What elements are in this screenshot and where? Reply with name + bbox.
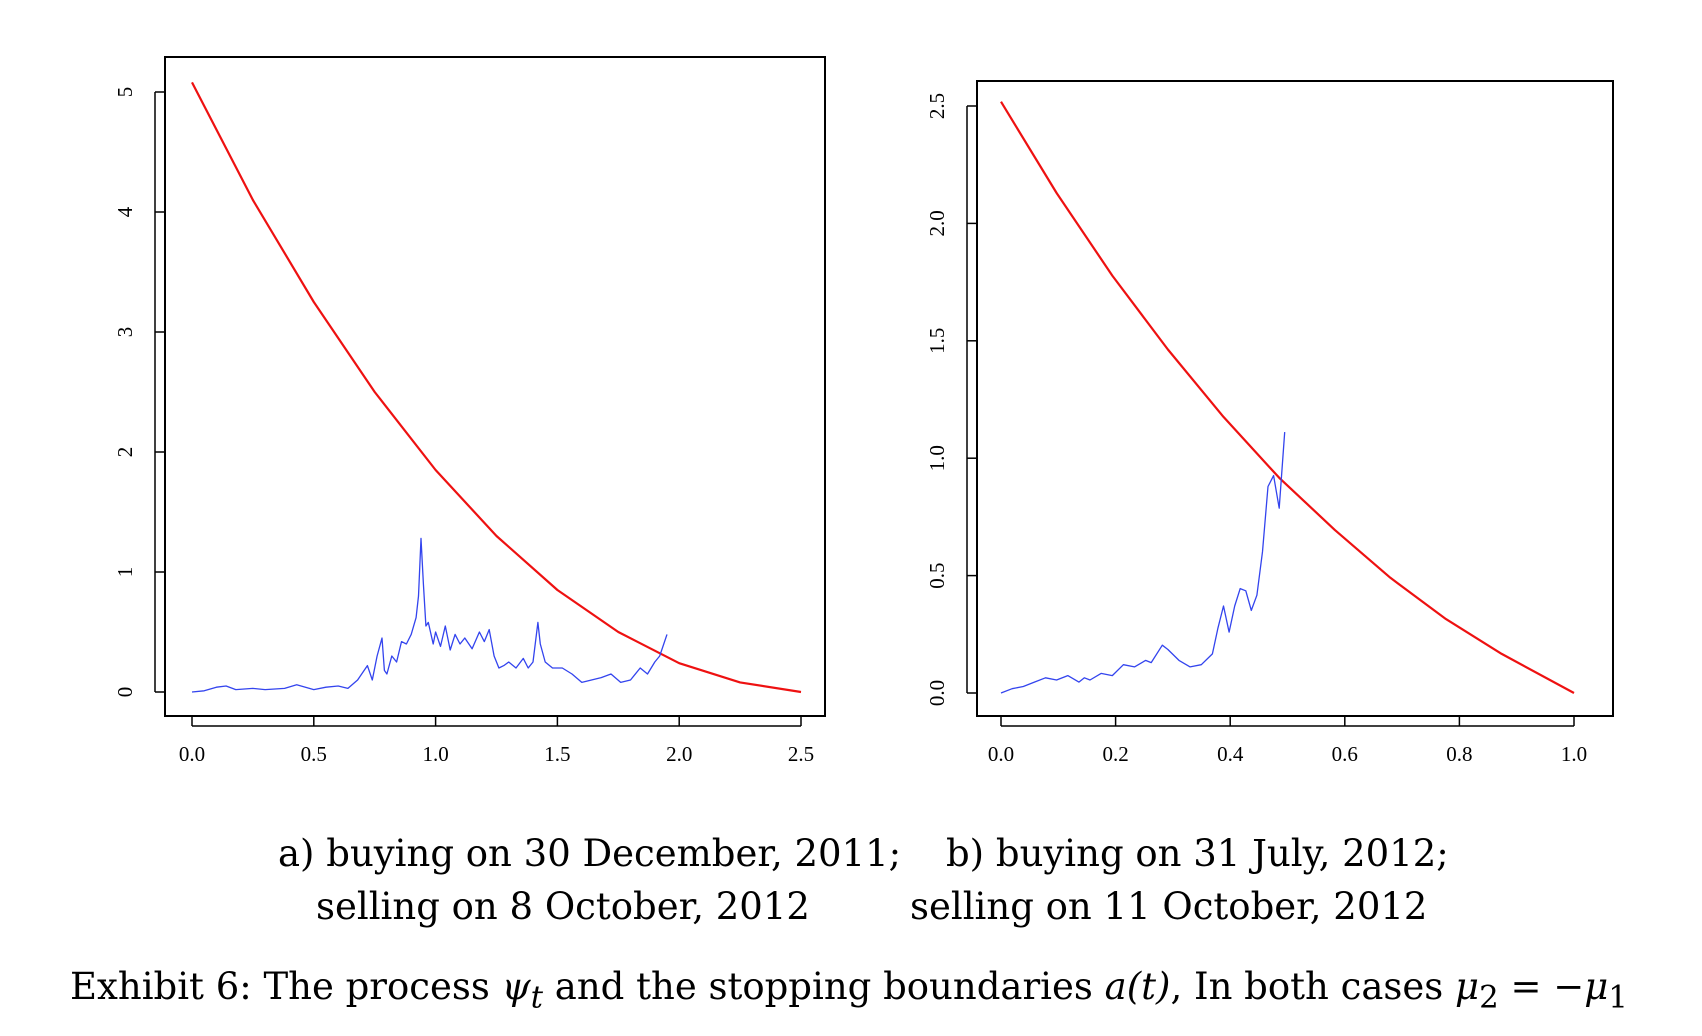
x-tick-label: 0.6 [1332, 742, 1358, 766]
y-tick-label: 0 [113, 687, 137, 698]
y-tick-label: 2.5 [925, 93, 949, 119]
x-tick-label: 1.5 [544, 742, 570, 766]
exhibit-psi: ψ [501, 965, 531, 1008]
x-tick-label: 0.4 [1217, 742, 1244, 766]
chart-b: 0.0 0.2 0.4 0.6 0.8 1.0 0.0 0.5 1.0 1.5 2.0 2.5 [925, 80, 1614, 766]
caption-a-line2: selling on 8 October, 2012 [316, 885, 810, 928]
process-line [1000, 432, 1286, 694]
exhibit-mu2-sub: 2 [1479, 979, 1499, 1016]
exhibit-caption: Exhibit 6: The process ψt and the stoppi… [70, 965, 1628, 1015]
x-tick-label: 0.0 [179, 742, 205, 766]
x-tick-label: 0.8 [1446, 742, 1472, 766]
y-tick-label: 4 [113, 206, 137, 217]
exhibit-mu1: μ [1584, 965, 1609, 1008]
x-tick-label: 1.0 [1561, 742, 1587, 766]
caption-b-line1: b) buying on 31 July, 2012; [946, 832, 1449, 875]
x-tick-label: 0.2 [1102, 742, 1128, 766]
exhibit-middle: and the stopping boundaries [543, 965, 1105, 1008]
boundary-curve [191, 81, 802, 694]
exhibit-a-t: a(t) [1104, 965, 1171, 1008]
exhibit-suffix: , In both cases [1170, 965, 1456, 1008]
y-tick-label: 1.5 [925, 328, 949, 354]
x-tick-label: 1.0 [422, 742, 448, 766]
x-tick-label: 0.5 [301, 742, 327, 766]
y-tick-label: 0.5 [925, 562, 949, 588]
y-tick-label: 3 [113, 327, 137, 338]
exhibit-mu2: μ [1455, 965, 1480, 1008]
chart-a: 0.0 0.5 1.0 1.5 2.0 2.5 0 1 2 3 4 5 [113, 56, 826, 766]
y-tick-label: 2.0 [925, 210, 949, 236]
y-tick-label: 0.0 [925, 680, 949, 706]
exhibit-mu1-sub: 1 [1608, 979, 1628, 1016]
process-line [191, 537, 668, 693]
y-tick-label: 2 [113, 447, 137, 458]
y-tick-label: 1.0 [925, 445, 949, 471]
boundary-curve [1000, 101, 1575, 694]
exhibit-prefix: Exhibit 6: The process [70, 965, 502, 1008]
caption-b-line2: selling on 11 October, 2012 [910, 885, 1428, 928]
x-tick-label: 2.5 [788, 742, 814, 766]
plot-frame [164, 56, 826, 717]
plot-frame [976, 80, 1614, 717]
x-tick-label: 2.0 [666, 742, 692, 766]
caption-a-line1: a) buying on 30 December, 2011; [278, 832, 902, 875]
y-tick-label: 1 [113, 567, 137, 578]
x-tick-label: 0.0 [988, 742, 1014, 766]
exhibit-psi-sub: t [530, 979, 544, 1016]
exhibit-equals: = − [1498, 965, 1585, 1008]
y-tick-label: 5 [113, 87, 137, 98]
